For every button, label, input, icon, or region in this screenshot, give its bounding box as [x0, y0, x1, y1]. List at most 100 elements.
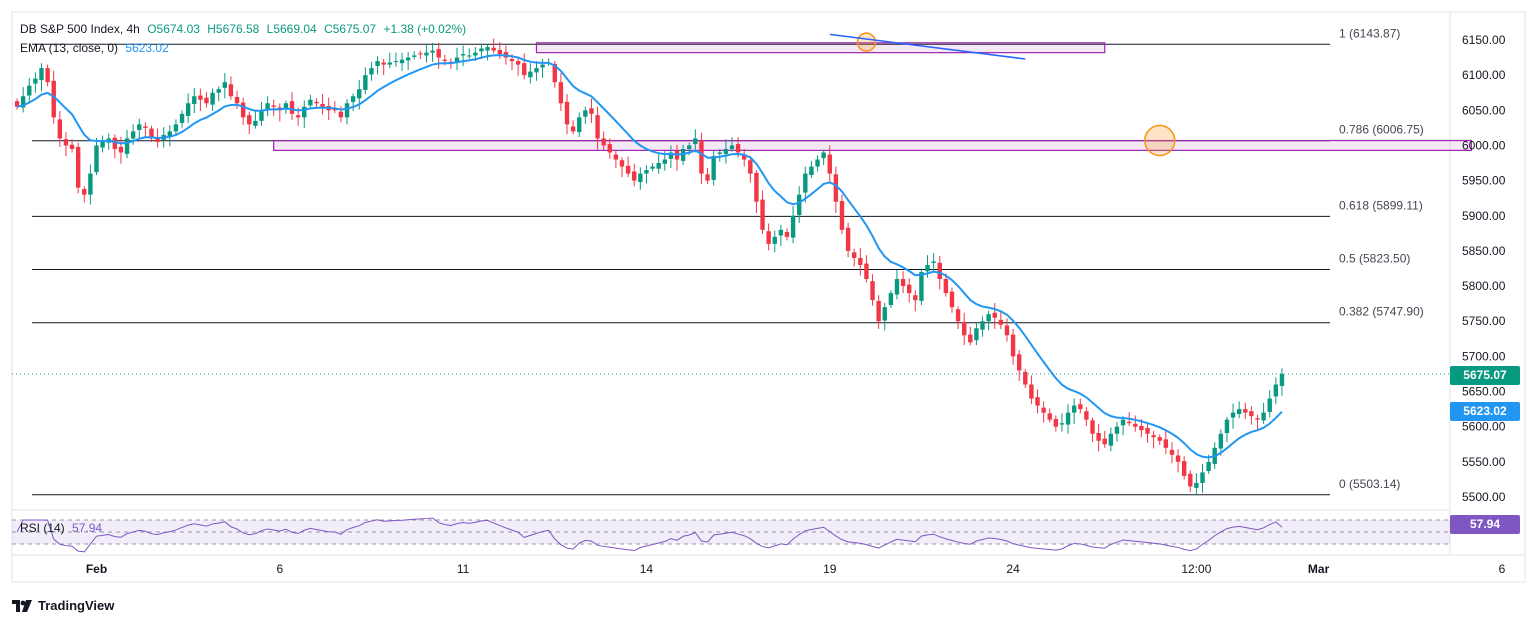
candle-up — [430, 50, 435, 53]
candle-up — [778, 229, 784, 236]
candle-down — [564, 101, 570, 125]
candle-down — [436, 49, 441, 58]
x-tick-label: 6 — [1499, 562, 1506, 576]
candle-up — [894, 279, 900, 295]
candle-down — [1175, 455, 1181, 462]
fibonacci-layer: 1 (6143.87) 0.786 (6006.75) 0.618 (5899.11… — [32, 26, 1424, 496]
x-tick-label: Mar — [1308, 562, 1330, 576]
candle-up — [577, 117, 582, 133]
candle-down — [906, 284, 912, 294]
candle-up — [1267, 398, 1272, 412]
top-circle — [856, 32, 877, 52]
candle-down — [955, 309, 961, 322]
candle-up — [369, 68, 374, 75]
x-tick-label: 6 — [276, 562, 283, 576]
candle-up — [173, 124, 179, 132]
candle-up — [1279, 373, 1285, 386]
rsi-line — [16, 517, 1283, 553]
y-tick-label: 5750.00 — [1462, 314, 1506, 328]
candle-up — [130, 131, 136, 139]
candle-up — [1200, 472, 1205, 483]
tradingview-logo-icon — [12, 599, 32, 612]
y-tick-label: 6050.00 — [1462, 103, 1506, 117]
candle-down — [1157, 437, 1162, 441]
candle-down — [1133, 423, 1138, 427]
candle-down — [1188, 473, 1193, 487]
candle-down — [338, 111, 344, 118]
tradingview-footer[interactable]: TradingView — [12, 598, 114, 613]
candle-up — [210, 92, 215, 105]
fib-level-label: 0.5 (5823.50) — [1339, 252, 1410, 266]
candle-up — [974, 328, 979, 341]
candle-up — [100, 141, 105, 148]
candle-up — [124, 138, 130, 154]
last-price-tag: 5675.07 — [1450, 366, 1520, 385]
candle-up — [454, 57, 460, 62]
candle-down — [913, 295, 918, 301]
candle-down — [900, 279, 906, 287]
candle-up — [931, 261, 936, 263]
price-axis[interactable]: 6150.00 6100.00 6050.00 6000.00 5950.00 5900.… — [1462, 33, 1506, 504]
rsi-label[interactable]: RSI (14) — [20, 521, 65, 535]
x-tick-label: 11 — [457, 562, 470, 576]
candle-up — [94, 145, 99, 173]
lower-support-zone — [273, 139, 1472, 151]
candle-down — [320, 103, 325, 107]
change-value: +1.38 (+0.02%) — [383, 22, 467, 36]
candle-down — [858, 257, 863, 265]
candle-down — [619, 160, 625, 167]
candle-up — [185, 103, 191, 116]
zones-layer — [273, 42, 1472, 151]
chart-frame — [11, 11, 1526, 583]
candle-down — [112, 137, 118, 149]
x-tick-label: 12:00 — [1181, 562, 1211, 576]
candle-up — [222, 82, 228, 88]
candle-up — [399, 59, 405, 64]
candle-down — [992, 312, 997, 318]
y-tick-label: 5500.00 — [1462, 490, 1506, 504]
candle-down — [595, 115, 600, 139]
candle-up — [717, 152, 722, 154]
ema-price-tag: 5623.02 — [1450, 402, 1520, 421]
x-tick-label: 24 — [1006, 562, 1020, 576]
candle-up — [460, 54, 466, 56]
candle-down — [1096, 433, 1101, 441]
candle-down — [1041, 407, 1046, 413]
candle-down — [1029, 384, 1034, 399]
candle-down — [1023, 371, 1028, 385]
candle-down — [1126, 421, 1132, 424]
candle-up — [711, 156, 716, 180]
candle-down — [497, 49, 502, 55]
candle-up — [986, 314, 991, 322]
y-tick-label: 6000.00 — [1462, 138, 1506, 152]
candle-up — [693, 138, 698, 145]
symbol-title[interactable]: DB S&P 500 Index, 4h — [20, 22, 140, 36]
candle-up — [644, 170, 649, 174]
open-value: O5674.03 — [147, 22, 200, 36]
candle-up — [253, 120, 258, 126]
ema-label[interactable]: EMA (13, close, 0) — [20, 41, 119, 55]
candle-up — [259, 110, 264, 121]
candle-down — [1163, 439, 1169, 448]
candle-down — [754, 172, 759, 202]
candle-down — [69, 144, 75, 149]
candle-up — [467, 55, 472, 57]
candle-up — [803, 173, 808, 193]
candle-up — [919, 272, 924, 301]
x-tick-label: 14 — [640, 562, 654, 576]
candle-up — [393, 61, 399, 63]
candle-down — [1053, 418, 1059, 427]
candle-up — [1273, 384, 1279, 397]
candle-up — [583, 110, 588, 117]
candle-up — [179, 113, 185, 123]
candle-down — [1090, 420, 1095, 434]
ema-value: 5623.02 — [125, 41, 169, 55]
candle-down — [234, 96, 240, 104]
candle-up — [265, 103, 270, 109]
candle-up — [656, 163, 661, 169]
annotation-layer — [829, 32, 1176, 157]
candle-up — [925, 264, 930, 272]
candle-down — [381, 62, 386, 65]
